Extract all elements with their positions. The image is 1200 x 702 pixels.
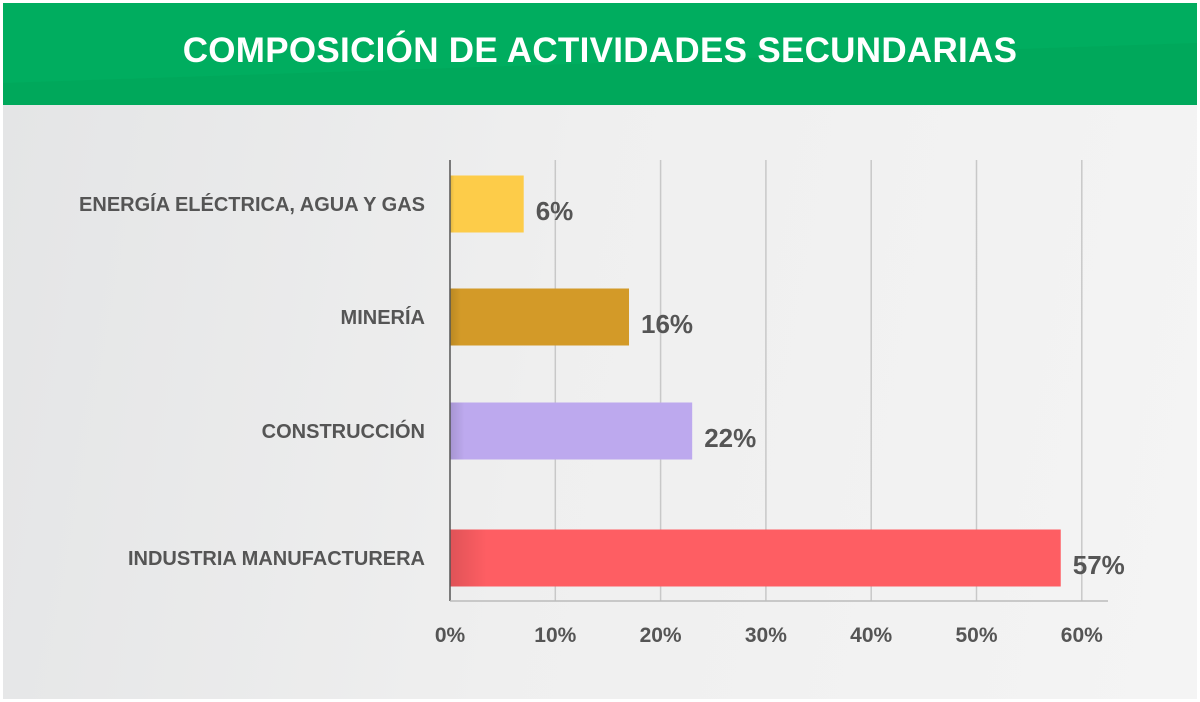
- data-label: 22%: [704, 423, 756, 453]
- x-tick-label: 30%: [745, 624, 787, 647]
- category-label: CONSTRUCCIÓN: [262, 419, 425, 443]
- bar-shade: [450, 288, 630, 346]
- header-accent: [3, 43, 1197, 105]
- bar-shade: [450, 402, 693, 460]
- data-label: 6%: [536, 196, 574, 226]
- chart-title: COMPOSICIÓN DE ACTIVIDADES SECUNDARIAS: [182, 31, 1018, 70]
- x-tick-label: 10%: [534, 624, 576, 647]
- x-tick-label: 40%: [850, 624, 892, 647]
- data-label: 57%: [1073, 550, 1125, 580]
- chart-panel: [3, 105, 1197, 699]
- category-label: ENERGÍA ELÉCTRICA, AGUA Y GAS: [79, 193, 425, 216]
- x-tick-label: 20%: [640, 624, 682, 647]
- x-tick-label: 0%: [435, 624, 466, 647]
- category-label: MINERÍA: [341, 306, 425, 329]
- x-tick-label: 50%: [955, 624, 997, 647]
- data-label: 16%: [641, 309, 693, 339]
- bar-shade: [450, 529, 1061, 587]
- bar-shade: [450, 175, 524, 233]
- header-banner: COMPOSICIÓN DE ACTIVIDADES SECUNDARIAS: [3, 3, 1197, 105]
- category-label: INDUSTRIA MANUFACTURERA: [128, 548, 425, 570]
- x-tick-label: 60%: [1061, 624, 1103, 647]
